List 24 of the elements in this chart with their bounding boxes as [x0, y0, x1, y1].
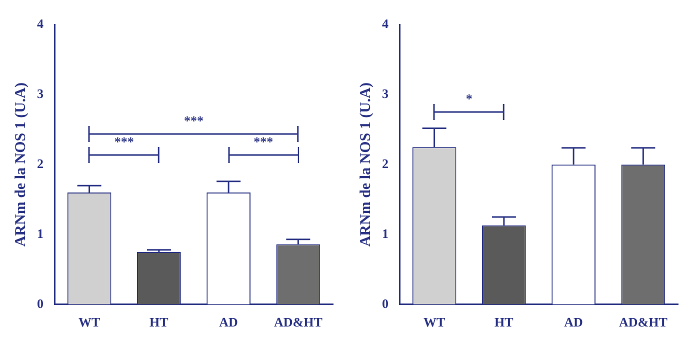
y-tick-label: 4 — [37, 16, 44, 32]
y-tick-label: 2 — [37, 156, 44, 171]
y-tick-label: 1 — [382, 226, 388, 241]
y-axis-title: ARNm de la NOS 1 (U.A) — [12, 82, 29, 247]
annotation: *** — [252, 134, 274, 150]
x-tick-label: AD&HT — [274, 314, 323, 330]
annotation: * — [464, 91, 474, 106]
y-tick-label: 0 — [382, 296, 388, 311]
x-tick-label: AD — [564, 314, 583, 330]
y-tick-label: 3 — [382, 86, 389, 102]
y-tick-label: 3 — [37, 86, 44, 102]
y-tick-label: 0 — [37, 296, 44, 311]
y-tick-label: 1 — [37, 226, 44, 241]
x-tick-label: HT — [150, 314, 169, 330]
x-tick-label: WT — [78, 314, 100, 330]
x-tick-label: AD&HT — [618, 314, 668, 330]
x-tick-label: AD — [219, 314, 238, 330]
x-tick-label: HT — [494, 314, 514, 330]
annotation: *** — [183, 113, 204, 128]
annotation: *** — [113, 134, 135, 150]
y-axis-title: ARNm de la NOS 1 (U.A) — [358, 82, 374, 247]
y-tick-label: 2 — [382, 156, 388, 171]
y-tick-label: 4 — [382, 16, 389, 32]
x-tick-label: WT — [423, 314, 446, 330]
